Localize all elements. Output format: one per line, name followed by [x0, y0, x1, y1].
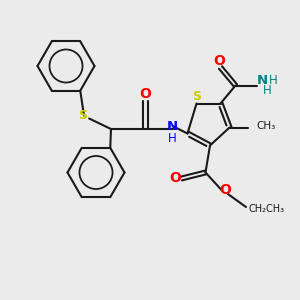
Text: O: O: [213, 54, 225, 68]
Text: CH₃: CH₃: [256, 121, 275, 131]
Text: CH₂CH₃: CH₂CH₃: [249, 203, 285, 214]
Text: O: O: [219, 184, 231, 197]
Text: S: S: [78, 109, 87, 122]
Text: N: N: [257, 74, 268, 87]
Text: N: N: [167, 119, 178, 133]
Text: H: H: [262, 84, 272, 98]
Text: S: S: [192, 90, 201, 104]
Text: H: H: [168, 131, 177, 145]
Text: H: H: [268, 74, 278, 87]
Text: O: O: [169, 172, 181, 185]
Text: O: O: [140, 87, 152, 101]
